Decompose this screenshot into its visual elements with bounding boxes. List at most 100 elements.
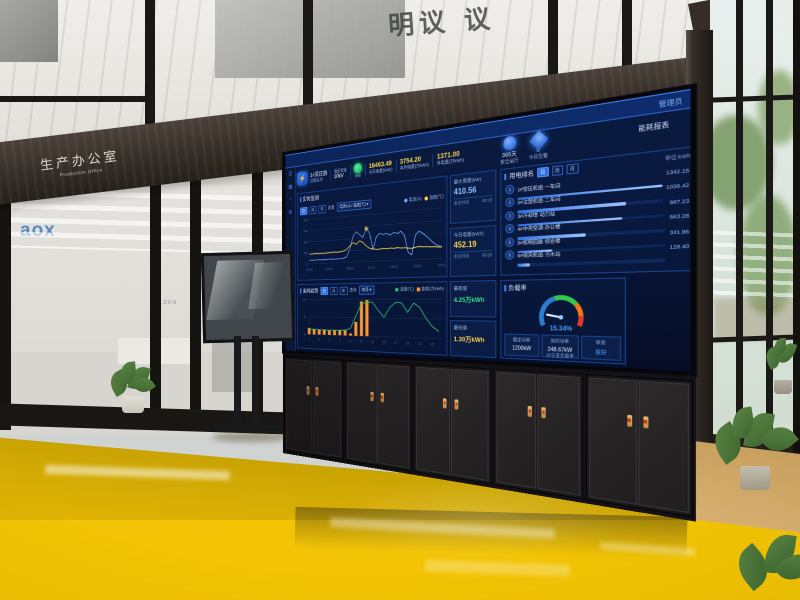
stat-card-max: 最高值 4.25万kWh (450, 280, 497, 318)
cabinet-door[interactable] (346, 362, 377, 464)
legend-item: 能耗(万kWh) (416, 286, 444, 292)
menu-icon[interactable]: ☰ (288, 171, 293, 178)
cabinet-door[interactable] (496, 371, 537, 489)
tv-reflection (248, 262, 290, 310)
cabinet-handle[interactable] (380, 392, 384, 403)
edge-column (793, 0, 800, 480)
foreground-plant (729, 528, 800, 600)
rank-row[interactable]: 6 6#排风机组·污水站 128.40 (501, 240, 690, 267)
line-chart-panel: 实时监测 日 月 年 变量 电流(A) / 温度(℃) ▾ 电流(A) (297, 175, 448, 281)
stat-value: 1.30万kWh (453, 336, 485, 345)
safety-chip: 365天 安全运行 (500, 134, 518, 166)
legend-dot (416, 287, 420, 292)
stat-footer: 发生时间 09:20 (453, 250, 493, 260)
led-screen-bezel: 管理员 ☰ ▦ ◔ ⚙ ⚡ 1#变压器 回路监测 电压等级 (282, 84, 696, 376)
period-select[interactable]: 本月 ▾ (358, 285, 375, 295)
chart-icon[interactable]: ◔ (289, 197, 292, 203)
cabinet-handle[interactable] (541, 407, 546, 419)
cabinet-door[interactable] (589, 377, 637, 505)
cabinet-handle[interactable] (443, 398, 447, 409)
legend-item: 电流(A) (403, 196, 422, 204)
rank-number: 4 (505, 223, 515, 234)
stat-footer-label: 发生时间 (453, 199, 470, 206)
cabinet-door[interactable] (377, 364, 410, 469)
gear-icon[interactable]: ⚙ (288, 210, 293, 216)
rank-number: 5 (505, 237, 515, 248)
svg-text:10: 10 (302, 298, 305, 302)
cabinet-handle[interactable] (527, 405, 532, 418)
rank-number: 1 (505, 184, 515, 195)
cabinet-bay (344, 359, 412, 472)
rank-number: 3 (505, 210, 515, 221)
toggle-month[interactable]: 月 (330, 286, 338, 295)
rank-bar (517, 263, 531, 267)
kpi-stat: 1371.00 年电量(万kWh) (432, 150, 465, 168)
partition-mullion (150, 158, 161, 430)
grid-icon[interactable]: ▦ (288, 184, 293, 191)
toggle-year[interactable]: 年 (318, 204, 326, 214)
upper-mullion (303, 0, 313, 155)
device-info: 1#变压器 回路监测 (310, 169, 327, 184)
title-tick (504, 284, 507, 291)
cabinet-door[interactable] (416, 366, 451, 475)
glass-logo-text: GOLDEN (150, 300, 178, 306)
stat-footer: 发生时间 08:15 (453, 194, 493, 207)
svg-text:19: 19 (406, 341, 410, 345)
rank-name: 6#排风机组·污水站 (517, 252, 561, 260)
media-wall: 管理员 ☰ ▦ ◔ ⚙ ⚡ 1#变压器 回路监测 电压等级 (282, 84, 696, 522)
cabinet-handle[interactable] (306, 386, 310, 396)
legend-label: 温度(℃) (400, 286, 414, 292)
svg-text:0: 0 (304, 332, 306, 336)
bar-chart: 10 5 0 1 3 5 7 9 11 13 15 17 19 21 23 (299, 295, 446, 355)
gauge-title: 负载率 (508, 285, 527, 293)
small-potted-plant (105, 361, 158, 418)
toggle-year[interactable]: 年 (339, 286, 348, 295)
svg-text:13: 13 (371, 340, 374, 344)
report-link[interactable]: 能耗报表 (638, 122, 670, 134)
toggle-day[interactable]: 日 (299, 206, 308, 215)
cabinet-handle[interactable] (315, 386, 319, 397)
svg-text:24:00: 24:00 (438, 263, 446, 268)
line-chart: 600 450 300 150 0 00:00 04:00 08:00 12:00 16:00 20… (299, 203, 446, 280)
window-mullion (736, 0, 743, 472)
svg-text:150: 150 (304, 251, 309, 255)
cabinet-handle[interactable] (626, 414, 632, 427)
toggle-day[interactable]: 日 (320, 286, 328, 295)
stat-card-min: 最低值 1.30万kWh (450, 319, 497, 359)
plant-pot (740, 466, 770, 490)
wall-mural-left (0, 0, 58, 62)
bar-chart-panel: 能耗趋势 日 月 年 查询 本月 ▾ 温度(℃) 能耗(万kWh) (297, 281, 448, 356)
cabinet-door[interactable] (313, 360, 341, 458)
upper-transom (0, 96, 145, 102)
rank-value: 1036.42 (666, 183, 690, 192)
rank-number: 2 (505, 197, 515, 208)
svg-text:12:00: 12:00 (368, 265, 375, 269)
rank-value: 987.23 (669, 198, 690, 207)
title-tick (299, 196, 302, 203)
info-value: 10kV (333, 172, 344, 180)
toggle-month[interactable]: 月 (309, 205, 317, 215)
cabinet-door[interactable] (451, 369, 489, 481)
cabinet-door[interactable] (537, 374, 581, 496)
rank-list: 1 1#空压机组·一车间 1342.15 2 2#注塑机组·二车间 1036.4… (501, 163, 690, 267)
kpi-stat: 3754.20 本月电量(万kWh) (395, 155, 429, 173)
cabinet-door[interactable] (637, 380, 690, 514)
legend-label: 电流(A) (408, 196, 422, 203)
cabinet-handle[interactable] (370, 391, 374, 402)
stat-value: 452.19 (453, 239, 477, 250)
svg-text:0: 0 (307, 262, 309, 266)
user-menu[interactable]: 管理员 (658, 98, 683, 110)
svg-text:600: 600 (304, 218, 309, 222)
svg-text:11: 11 (360, 339, 363, 343)
rank-panel: 用电排名 日 周 月 单位:kWh 1 1#空压机组·一车间 1342.15 (500, 145, 691, 276)
legend-dot (424, 196, 428, 201)
svg-text:08:00: 08:00 (346, 266, 353, 270)
plant-pot (774, 380, 792, 394)
chip-label: 今日告警 (528, 151, 548, 160)
grid-status-chip: 并网 (349, 162, 362, 180)
cabinet-handle[interactable] (455, 399, 459, 410)
device-subtitle: 回路监测 (310, 177, 323, 184)
cabinet-handle[interactable] (642, 416, 649, 429)
cabinet-door[interactable] (286, 358, 313, 453)
